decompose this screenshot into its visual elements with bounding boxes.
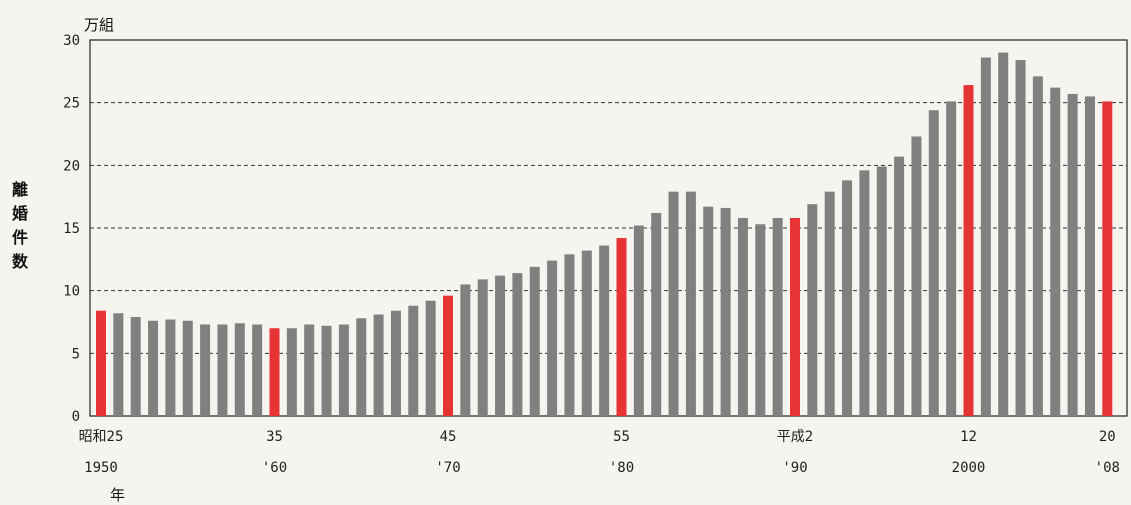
bar (130, 316, 141, 416)
x-tick-era-label: 55 (613, 429, 630, 445)
y-tick-label: 30 (63, 33, 80, 49)
bar (703, 206, 714, 416)
bar-highlight (616, 238, 627, 416)
y-tick-label: 5 (72, 346, 80, 362)
bar-highlight (96, 310, 106, 416)
bar (217, 324, 228, 416)
bar (668, 191, 679, 416)
y-ticks: 0 5 10 15 20 25 30 (63, 33, 80, 425)
bar (495, 275, 506, 416)
bar (581, 250, 592, 416)
y-axis-label-char: 離 (12, 180, 28, 199)
bar (338, 324, 349, 416)
bar (1050, 87, 1061, 417)
bar (286, 328, 297, 416)
bar (720, 207, 731, 416)
bar (512, 273, 523, 416)
bar-highlight (1102, 101, 1113, 416)
bar (304, 324, 315, 416)
x-ticks: 昭和25 1950 35 '60 45 '70 55 '80 平成2 '90 12 2000 20 '08 (79, 429, 1120, 476)
x-tick-year-label: 1950 (84, 460, 118, 476)
x-tick-year-label: 2000 (952, 460, 986, 476)
bar (911, 136, 922, 417)
bar (651, 212, 662, 416)
x-tick-era-label: 平成2 (777, 429, 813, 445)
x-tick-era-label: 45 (440, 429, 457, 445)
x-tick-era-label: 20 (1099, 429, 1116, 445)
bar (737, 217, 748, 416)
y-axis-label-char: 件 (12, 228, 28, 247)
x-tick-year-label: '70 (435, 460, 460, 476)
bar-highlight (269, 328, 280, 416)
y-tick-label: 20 (63, 158, 80, 174)
bar (1067, 93, 1078, 416)
bar (425, 300, 436, 416)
bar (165, 319, 176, 416)
bar (980, 57, 991, 417)
bar (321, 325, 332, 416)
y-tick-label: 25 (63, 96, 80, 112)
bar (252, 324, 263, 416)
x-tick-era-label: 12 (960, 429, 977, 445)
bar (1015, 60, 1026, 416)
bar (408, 305, 419, 416)
bar (946, 101, 957, 416)
bar (373, 314, 384, 416)
bar (842, 180, 853, 416)
y-tick-label: 10 (63, 284, 80, 300)
bar (148, 320, 159, 416)
y-tick-label: 15 (63, 221, 80, 237)
bar-highlight (443, 295, 453, 416)
bar (390, 310, 401, 416)
bar (755, 224, 766, 416)
x-tick-year-label: '60 (262, 460, 287, 476)
x-tick-year-label: '90 (782, 460, 807, 476)
x-tick-year-label: '08 (1095, 460, 1120, 476)
bar (477, 279, 488, 416)
bar (998, 52, 1009, 417)
bar (460, 284, 471, 416)
bar (807, 204, 818, 416)
bar (824, 191, 835, 416)
bar (876, 166, 887, 416)
x-tick-era-label: 昭和25 (79, 429, 124, 445)
x-tick-year-label: '80 (609, 460, 634, 476)
bar (1084, 96, 1095, 417)
bar (356, 318, 367, 416)
y-tick-label: 0 (72, 409, 80, 425)
bar (928, 110, 939, 416)
bar-highlight (790, 217, 800, 416)
y-axis-label-char: 数 (12, 252, 29, 271)
bar (685, 191, 696, 416)
bar (633, 225, 644, 416)
bar (772, 217, 783, 416)
bar (234, 323, 245, 416)
bar (894, 156, 905, 416)
bar (599, 245, 610, 416)
bar (200, 324, 211, 416)
bar (1032, 76, 1043, 416)
x-tick-era-label: 35 (266, 429, 283, 445)
y-unit-label: 万組 (84, 16, 114, 34)
bar (182, 320, 193, 416)
bar (859, 170, 870, 416)
bar (564, 254, 575, 416)
bar (529, 266, 540, 416)
bar-highlight (963, 85, 974, 417)
x-unit-label: 年 (110, 486, 125, 504)
bars (96, 52, 1113, 417)
bar (547, 260, 558, 416)
y-axis-label-char: 婚 (12, 204, 28, 223)
bar (113, 313, 124, 416)
